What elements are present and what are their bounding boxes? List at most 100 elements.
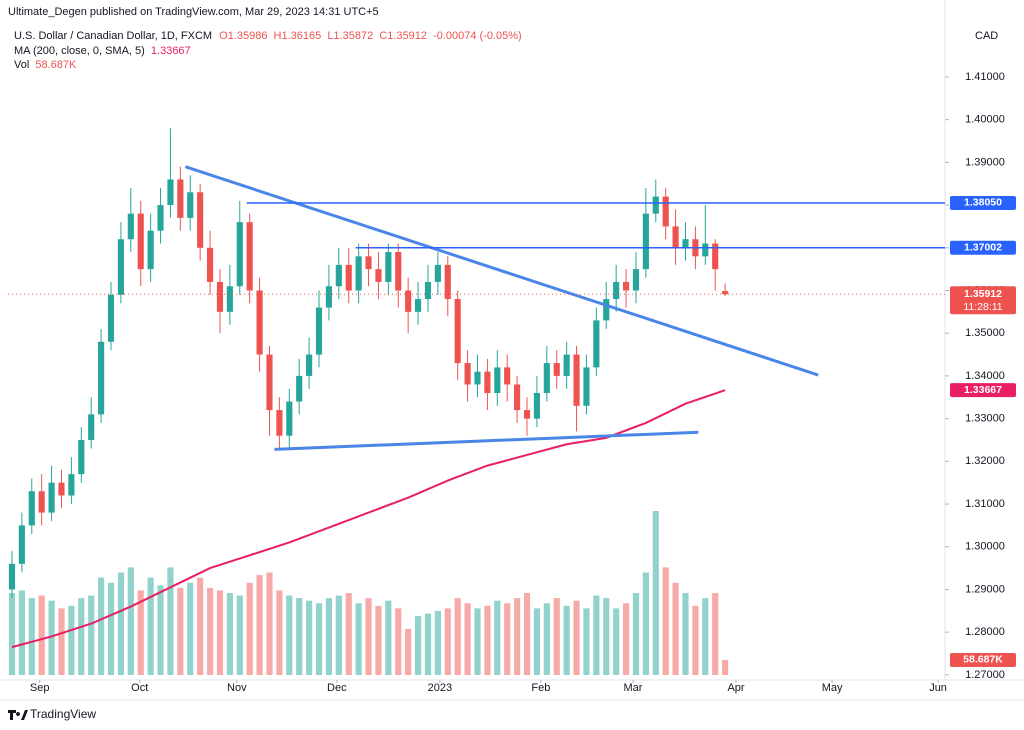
candle-body	[603, 299, 610, 321]
volume-bar	[256, 575, 263, 675]
volume-bar	[484, 605, 491, 675]
volume-bar	[127, 567, 134, 675]
candle-body	[494, 367, 501, 393]
candle-body	[206, 247, 214, 282]
x-tick-label: Apr	[727, 682, 744, 694]
volume-bar	[375, 605, 382, 675]
volume-bar	[296, 598, 303, 675]
volume-bar	[286, 595, 293, 675]
volume-bar	[563, 605, 570, 675]
x-tick-label: Dec	[327, 682, 347, 694]
candle-body	[622, 281, 630, 291]
volume-bar	[266, 572, 273, 675]
volume-bar	[662, 567, 669, 675]
volume-bar	[543, 603, 550, 675]
candle-body	[652, 196, 659, 214]
volume-bar	[474, 608, 481, 675]
level-badge	[950, 240, 1016, 255]
volume-bar	[187, 582, 194, 675]
published-note: Ultimate_Degen published on TradingView.…	[8, 6, 379, 18]
level-badge-label: 1.37002	[964, 241, 1002, 253]
candle-body	[504, 367, 511, 385]
candle-body	[335, 264, 342, 287]
candle-body	[514, 384, 521, 411]
candle-body	[543, 363, 550, 393]
volume-bar	[78, 598, 85, 675]
ma-legend: MA (200, close, 0, SMA, 5) 1.33667	[14, 45, 191, 57]
candle-body	[98, 341, 105, 415]
candle-body	[583, 367, 590, 406]
candle-body	[464, 363, 471, 385]
volume-bar	[107, 582, 115, 675]
candle-body	[157, 205, 164, 231]
volume-bar	[672, 582, 679, 675]
volume-bar	[702, 598, 709, 675]
ma-value: 1.33667	[151, 45, 191, 57]
candle-body	[296, 375, 303, 402]
candle-body	[355, 256, 362, 291]
x-tick-label: 2023	[428, 682, 452, 694]
volume-bar	[504, 603, 511, 675]
candle-body	[137, 213, 144, 270]
volume-bar	[533, 608, 540, 675]
x-tick-label: Mar	[624, 682, 643, 694]
candle-body	[613, 281, 620, 300]
volume-bar	[88, 595, 95, 675]
candle-body	[187, 192, 194, 218]
volume-bar	[622, 603, 630, 675]
symbol: U.S. Dollar / Canadian Dollar, 1D, FXCM	[14, 30, 212, 42]
level-badge-label: 1.38050	[964, 197, 1002, 209]
volume-bar	[335, 595, 342, 675]
x-tick-label: Feb	[531, 682, 550, 694]
volume-bar	[117, 572, 124, 675]
volume-bar	[226, 593, 233, 675]
volume-bar	[98, 577, 105, 675]
volume-bar	[355, 603, 362, 675]
volume-bar	[642, 572, 649, 675]
volume-bar	[315, 603, 323, 675]
candle-body	[38, 491, 45, 513]
level-badge	[950, 195, 1016, 210]
low-value: L1.35872	[327, 30, 373, 42]
candle-body	[177, 179, 184, 218]
volume-bar	[137, 590, 144, 675]
candle-body	[117, 239, 124, 295]
volume-bar	[28, 598, 35, 675]
volume-bar	[325, 598, 332, 675]
candle-body	[88, 414, 95, 440]
candle-body	[127, 213, 134, 240]
candle-body	[405, 290, 412, 312]
volume-bar	[48, 600, 55, 675]
candle-body	[246, 222, 253, 291]
candle-body	[345, 264, 352, 291]
volume-bar	[147, 577, 154, 675]
y-tick-label: 1.29000	[965, 583, 1005, 595]
volume-bar	[157, 585, 164, 675]
candle-body	[682, 239, 689, 248]
candle-body	[58, 482, 65, 496]
x-tick-label: Oct	[131, 682, 148, 694]
volume-bar	[603, 598, 610, 675]
volume-badge	[950, 652, 1016, 667]
volume-bar	[18, 590, 25, 675]
x-tick-label: Jun	[929, 682, 947, 694]
volume-bar	[464, 603, 471, 675]
volume-bar	[494, 600, 501, 675]
candle-body	[216, 281, 224, 312]
volume-bar	[682, 593, 689, 675]
trendline	[184, 165, 819, 377]
candle-body	[68, 474, 75, 496]
volume-bar	[424, 613, 432, 675]
candle-body	[712, 243, 719, 270]
y-tick-label: 1.27000	[965, 669, 1005, 681]
candle-body	[434, 264, 441, 282]
volume-bar	[573, 600, 580, 675]
volume-bar	[236, 595, 243, 675]
candle-body	[573, 354, 580, 406]
candle-body	[444, 264, 451, 300]
volume-bar	[167, 567, 174, 675]
volume-bar	[216, 590, 224, 675]
candle-body	[722, 291, 729, 295]
volume-bar	[414, 616, 422, 675]
last-price-label: 1.35912	[964, 288, 1002, 300]
